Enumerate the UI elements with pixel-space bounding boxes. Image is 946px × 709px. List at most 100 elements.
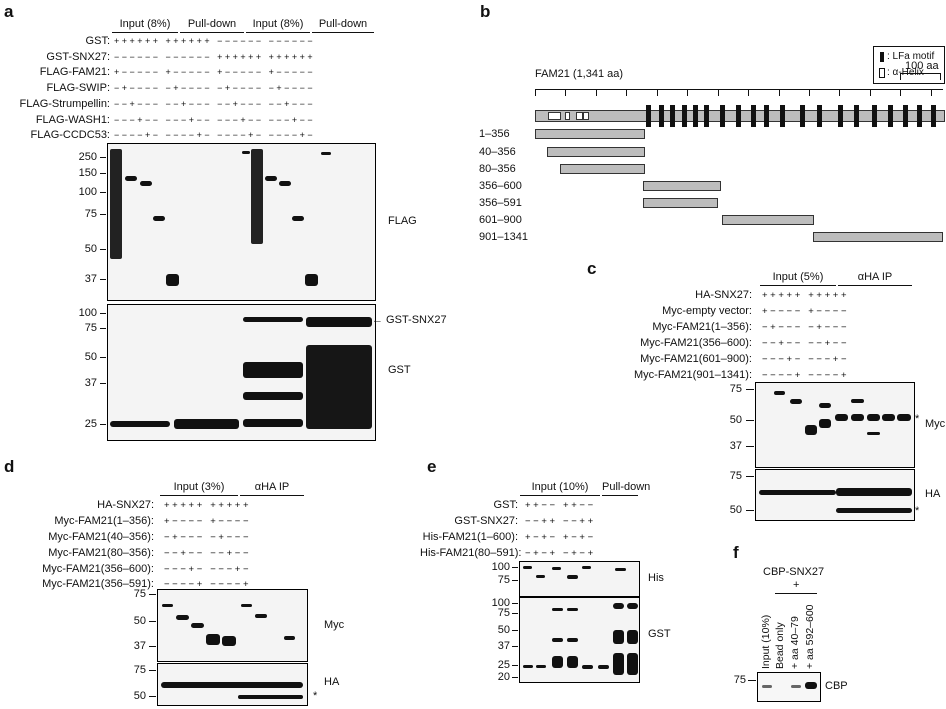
group-label: Pull-down (602, 481, 651, 493)
row-label: His-FAM21(80–591): (420, 547, 522, 559)
lfa-motif-icon (764, 105, 769, 127)
mw-tick (100, 214, 106, 215)
band (306, 345, 372, 429)
blot-label: ← GST-SNX27 (372, 314, 447, 326)
mw-tick (149, 594, 156, 595)
group-underline (112, 32, 178, 33)
mw-tick (746, 510, 754, 511)
construct-label: 80–356 (479, 163, 516, 175)
axis-ticks (535, 89, 943, 96)
row-label: GST-SNX27: (46, 51, 110, 63)
scale-bar (900, 73, 941, 80)
band (867, 432, 880, 435)
mw-label: 75 (84, 208, 97, 220)
band (206, 634, 220, 645)
helix-icon (576, 112, 583, 120)
plus-sign: + (793, 579, 800, 591)
band (819, 419, 831, 428)
star-marker: * (915, 413, 920, 425)
row-label: GST: (493, 499, 518, 511)
mw-label: 50 (84, 243, 97, 255)
legend-item: : LFa motif (887, 51, 935, 62)
row-signs: + − − − − + − − − − (762, 306, 847, 317)
mw-label: 75 (497, 607, 510, 619)
band (243, 317, 303, 322)
row-label: Myc-FAM21(901–1341): (634, 369, 752, 381)
row-label: Myc-FAM21(356–600): (640, 337, 752, 349)
band (523, 566, 532, 569)
helix-icon (548, 112, 561, 120)
band (582, 566, 591, 569)
lane-label: + aa 592–600 (804, 604, 816, 669)
row-label: Myc-FAM21(40–356): (48, 531, 154, 543)
band (567, 656, 578, 668)
row-label: FLAG-FAM21: (39, 66, 110, 78)
group-underline (180, 32, 244, 33)
ha-blot (755, 469, 915, 521)
mw-tick (100, 279, 106, 280)
band (851, 414, 864, 421)
group-underline (246, 32, 310, 33)
mw-label: 75 (133, 664, 146, 676)
row-signs: − − − − + − − − − + (164, 579, 249, 590)
lfa-motif-icon (872, 105, 877, 127)
mw-tick (512, 567, 518, 568)
row-label: Myc-FAM21(356–600): (42, 563, 154, 575)
group-label: Pull-down (318, 18, 368, 30)
mw-label: 75 (84, 322, 97, 334)
mw-label: 50 (497, 624, 510, 636)
blot-label: CBP (825, 680, 848, 692)
mw-tick (100, 313, 106, 314)
lfa-motif-icon (659, 105, 664, 127)
construct-label: 356–600 (479, 180, 522, 192)
scale-label: 100 aa (905, 60, 939, 72)
mw-tick (512, 603, 518, 604)
row-label: GST: (85, 35, 110, 47)
row-signs: + − + − + − + − (525, 532, 594, 543)
row-signs: − − + − − − − − + − − − − − + − − − − − … (114, 99, 313, 109)
mw-label: 25 (497, 659, 510, 671)
row-signs: − + − − − − − + − − − − − + − − − − − + … (114, 83, 313, 93)
mw-label: 50 (84, 351, 97, 363)
mw-label: 37 (133, 640, 146, 652)
band (241, 604, 252, 607)
ha-blot (157, 663, 308, 706)
band (279, 181, 291, 186)
legend-item: : α-Helix (887, 67, 924, 78)
band (774, 391, 785, 395)
mw-tick (100, 249, 106, 250)
band (238, 695, 303, 699)
row-label: FLAG-WASH1: (35, 114, 110, 126)
band (125, 176, 137, 181)
mw-label: 100 (491, 597, 510, 609)
band (222, 636, 236, 646)
mw-label: 37 (84, 377, 97, 389)
row-label: Myc-FAM21(1–356): (54, 515, 154, 527)
row-signs: − − − − + − − − − − + − − − − − + − − − … (114, 130, 313, 140)
band (284, 636, 295, 640)
mw-label: 75 (729, 383, 742, 395)
blot-label: HA (925, 488, 941, 500)
mw-label: 75 (729, 470, 742, 482)
row-label: HA-SNX27: (97, 499, 154, 511)
band (819, 403, 831, 408)
row-label: GST-SNX27: (454, 515, 518, 527)
group-underline (760, 285, 836, 286)
band (110, 421, 170, 427)
band (321, 152, 331, 155)
group-label: Input (10%) (531, 481, 589, 493)
blot-label: FLAG (388, 215, 417, 227)
band (536, 665, 546, 668)
band (762, 685, 772, 688)
band (140, 181, 152, 186)
band (598, 665, 609, 669)
group-label: Input (5%) (772, 271, 824, 283)
band (567, 575, 578, 579)
band (191, 623, 204, 628)
row-signs: + − − − − − + − − − − − + − − − − − + − … (114, 67, 313, 77)
band (174, 419, 239, 429)
fusion-label: CBP-SNX27 (763, 566, 825, 578)
lane-label: Bead only (774, 622, 786, 669)
row-label: Myc-FAM21(601–900): (640, 353, 752, 365)
lfa-motif-icon (817, 105, 822, 127)
